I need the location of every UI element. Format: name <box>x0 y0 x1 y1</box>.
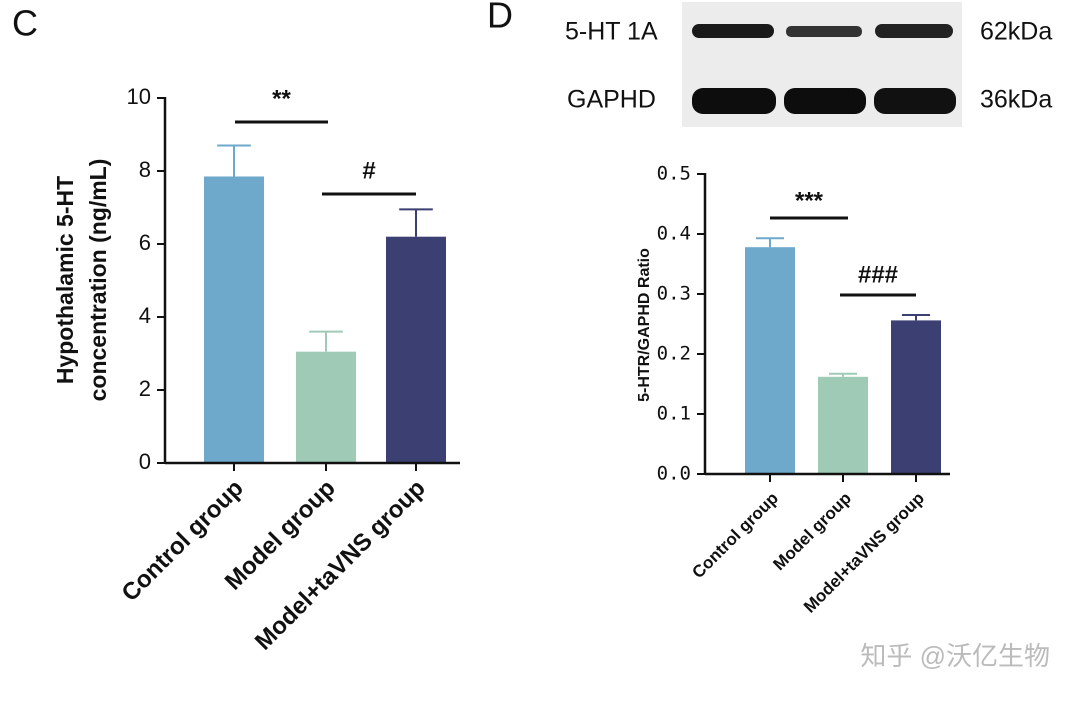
panel-label: D <box>487 0 513 36</box>
y-tick-label: 0.4 <box>657 223 691 245</box>
y-tick-label: 6 <box>139 230 151 255</box>
panel-label: C <box>12 3 38 44</box>
y-tick-label: 10 <box>127 84 151 109</box>
y-tick-label: 8 <box>139 157 151 182</box>
blot-band <box>875 24 953 38</box>
blot-size-label: 36kDa <box>980 86 1052 114</box>
significance-label: ** <box>272 85 291 112</box>
error-bar <box>399 208 433 237</box>
significance-label: *** <box>795 187 824 214</box>
bar <box>745 247 795 474</box>
blot-size-label: 62kDa <box>980 18 1052 46</box>
y-axis-label: 5-HTR/GAPHD Ratio <box>636 248 653 402</box>
error-bar <box>902 314 930 321</box>
blot-band <box>786 26 862 37</box>
error-bar <box>829 372 857 377</box>
y-axis-label: concentration (ng/mL) <box>85 159 111 402</box>
y-tick-label: 2 <box>139 376 151 401</box>
bar <box>818 376 868 474</box>
y-tick-label: 4 <box>139 303 151 328</box>
blot-band <box>692 24 774 38</box>
x-tick-label: Control group <box>117 475 249 607</box>
watermark: 知乎 @沃亿生物 <box>860 641 1050 671</box>
blot-band <box>874 88 956 114</box>
bar <box>296 351 356 463</box>
y-tick-label: 0.0 <box>657 463 691 485</box>
y-tick-label: 0.3 <box>657 283 691 305</box>
error-bar <box>756 237 784 248</box>
blot-band <box>692 88 776 114</box>
bar <box>204 176 264 463</box>
x-tick-label: Control group <box>688 489 782 583</box>
error-bar <box>309 330 343 352</box>
blot-band-label: 5-HT 1A <box>565 18 658 46</box>
bar <box>891 320 941 474</box>
significance-label: ### <box>858 261 898 288</box>
error-bar <box>217 144 251 177</box>
x-tick-label: Model+taVNS group <box>250 475 431 656</box>
y-tick-label: 0.1 <box>657 403 691 425</box>
blot-band-label: GAPHD <box>567 86 656 114</box>
x-tick-label: Model+taVNS group <box>800 489 928 617</box>
blot-band <box>784 88 866 114</box>
y-tick-label: 0.2 <box>657 343 691 365</box>
y-tick-label: 0 <box>139 449 151 474</box>
significance-label: # <box>362 157 375 184</box>
bar <box>386 236 446 463</box>
y-tick-label: 0.5 <box>657 163 691 185</box>
y-axis-label: Hypothalamic 5-HT <box>52 176 78 384</box>
